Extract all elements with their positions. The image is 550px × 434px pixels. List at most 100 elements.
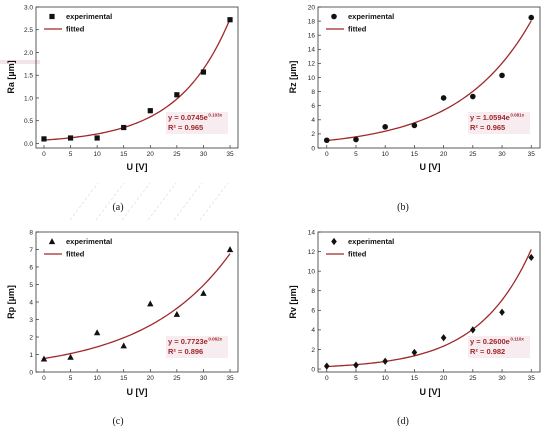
fit-r-squared: R² = 0.896 [168, 347, 203, 356]
y-tick-label: 12 [308, 61, 316, 68]
fit-r-squared: R² = 0.965 [168, 123, 203, 132]
data-point [227, 17, 233, 23]
y-axis-label: Rp [µm] [6, 285, 16, 319]
panel-label: (a) [112, 202, 123, 213]
x-tick-label: 0 [42, 375, 46, 382]
legend-entry-experimental: experimental [66, 237, 112, 246]
data-point [174, 92, 180, 98]
y-tick-label: 1.0 [24, 95, 33, 102]
fitted-curve [43, 18, 231, 141]
x-tick-label: 10 [94, 375, 102, 382]
fit-equation: y = 0.7723e [168, 337, 208, 346]
y-tick-label: 8 [29, 229, 33, 236]
fit-equation-exponent: 0.103x [208, 113, 222, 118]
y-tick-label: 5 [29, 282, 33, 289]
legend-marker [49, 13, 55, 20]
x-tick-label: 15 [411, 375, 419, 382]
data-point [353, 136, 359, 143]
x-axis-label: U [V] [127, 387, 148, 397]
data-point [411, 348, 418, 357]
y-tick-label: 0.5 [24, 118, 33, 125]
fit-equation: y = 0.2600e [470, 337, 510, 346]
data-point [440, 334, 447, 342]
data-point [67, 135, 74, 141]
data-point [93, 329, 101, 336]
x-tick-label: 15 [411, 151, 419, 158]
y-tick-label: 2 [29, 334, 33, 341]
x-axis-label: U [V] [127, 162, 148, 172]
y-tick-label: 18 [308, 18, 316, 25]
y-tick-label: 4 [311, 327, 315, 334]
legend-marker [48, 238, 56, 245]
panel-label: (b) [397, 202, 409, 213]
x-tick-label: 30 [200, 375, 208, 382]
x-tick-label: 20 [147, 151, 155, 158]
y-tick-label: 0 [311, 366, 315, 373]
data-point [67, 353, 74, 360]
equation-highlight [166, 336, 228, 358]
data-point [528, 14, 535, 21]
equation-highlight [468, 336, 530, 358]
x-tick-label: 30 [498, 151, 506, 158]
y-tick-label: 8 [311, 89, 315, 96]
fit-equation-exponent: 0.110x [510, 337, 524, 342]
data-point [200, 289, 207, 296]
decoration-stroke [69, 182, 99, 221]
fit-equation-exponent: 0.081x [510, 113, 524, 118]
x-tick-label: 35 [226, 151, 234, 158]
legend-entry-experimental: experimental [348, 12, 394, 21]
x-tick-label: 30 [498, 375, 506, 382]
data-point [411, 122, 418, 129]
x-tick-label: 20 [440, 375, 448, 382]
fitted-curve [43, 253, 231, 360]
legend-marker [331, 237, 337, 246]
y-tick-label: 3.0 [24, 4, 33, 11]
plot-frame [35, 6, 239, 149]
legend-entry-experimental: experimental [348, 237, 394, 246]
fit-equation-exponent: 0.062x [208, 337, 222, 342]
data-point [147, 108, 153, 114]
legend-entry-fitted: fitted [348, 250, 367, 259]
data-point [41, 136, 47, 142]
panel-label: (d) [397, 416, 409, 427]
y-tick-label: 0.0 [24, 141, 33, 148]
y-axis-label: Ra [µm] [6, 60, 16, 93]
plot-frame [317, 231, 541, 373]
x-tick-label: 10 [382, 375, 390, 382]
x-tick-label: 5 [354, 375, 358, 382]
x-tick-label: 25 [173, 151, 181, 158]
data-point [173, 310, 181, 317]
fit-equation: y = 0.0745e [168, 113, 208, 122]
x-tick-label: 0 [325, 375, 329, 382]
data-point [94, 135, 100, 141]
y-tick-label: 12 [308, 249, 316, 256]
data-point [470, 326, 476, 334]
y-axis-label: Rv [µm] [288, 285, 298, 318]
y-tick-label: 10 [308, 268, 316, 275]
y-tick-label: 2.5 [24, 27, 33, 34]
equation-highlight [468, 112, 530, 134]
data-point [382, 124, 388, 130]
y-tick-label: 1.5 [24, 73, 33, 80]
data-point [499, 72, 505, 79]
y-tick-label: 1 [29, 352, 33, 359]
y-tick-label: 6 [311, 103, 315, 110]
data-point [499, 308, 505, 316]
x-axis-label: U [V] [420, 387, 441, 397]
chart-panel-4: 0 5 10 15 20 25 30 35 0 2 4 6 8 10 12 14 U [V] Rv [µm] exp… [288, 229, 541, 427]
y-tick-label: 0 [29, 369, 33, 376]
equation-highlight [166, 112, 228, 134]
x-tick-label: 20 [440, 151, 448, 158]
x-tick-label: 5 [354, 151, 358, 158]
data-point [40, 355, 48, 362]
data-point [440, 95, 447, 101]
x-tick-label: 5 [69, 375, 73, 382]
y-tick-label: 14 [308, 229, 316, 236]
data-point [147, 300, 154, 307]
background-decoration [0, 60, 229, 221]
y-tick-label: 10 [308, 75, 316, 82]
chart-panel-3: 0 5 10 15 20 25 30 35 0 1 2 3 4 5 6 7 8 U [V] Rp [µm] exper… [6, 229, 239, 427]
data-point [121, 124, 127, 131]
data-point [120, 342, 127, 349]
